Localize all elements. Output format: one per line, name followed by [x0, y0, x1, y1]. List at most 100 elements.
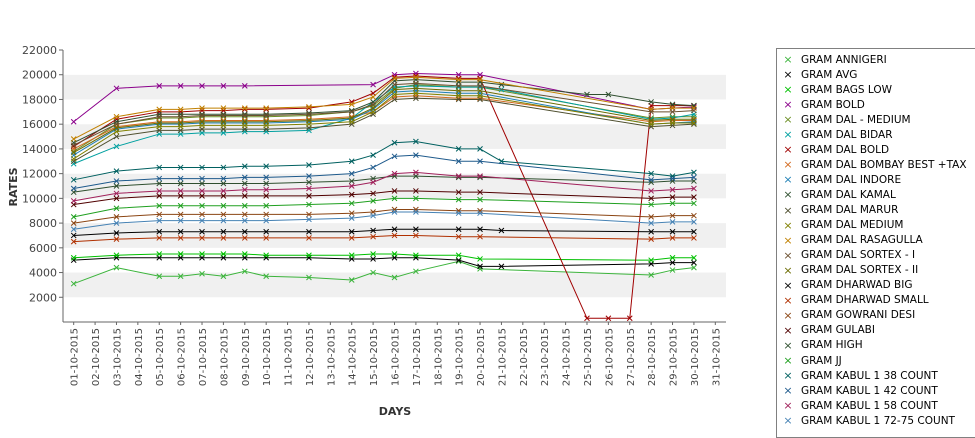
y-tick-label: 18000	[22, 93, 57, 106]
data-point	[241, 217, 248, 224]
data-point	[391, 139, 398, 146]
data-point	[241, 118, 248, 125]
x-tick-label: 16-10-2015	[391, 328, 402, 386]
data-point	[348, 178, 355, 184]
data-point	[199, 217, 205, 224]
data-point	[391, 209, 398, 215]
x-tick-label: 04-10-2015	[134, 328, 145, 386]
legend-item: × GRAM DAL MEDIUM	[777, 218, 903, 233]
legend-item: × GRAM BOLD	[777, 97, 864, 112]
legend-item: × GRAM DAL KAMAL	[777, 187, 895, 202]
x-tick-label: 22-10-2015	[519, 328, 530, 386]
data-point	[199, 251, 205, 257]
data-point	[648, 123, 654, 130]
legend-item: × GRAM DAL - MEDIUM	[777, 112, 910, 127]
data-point	[455, 173, 462, 179]
data-point	[348, 235, 355, 241]
data-point	[413, 206, 419, 213]
data-point	[156, 188, 163, 194]
x-tick-label: 05-10-2015	[155, 328, 166, 386]
x-tick-label: 25-10-2015	[583, 328, 594, 386]
data-point	[348, 200, 355, 207]
data-point	[220, 164, 227, 171]
data-point	[691, 116, 697, 123]
data-point	[477, 189, 483, 196]
data-point	[648, 176, 654, 183]
data-point	[220, 273, 227, 280]
data-point	[455, 146, 462, 152]
data-point	[306, 228, 312, 235]
grid-band	[63, 148, 726, 174]
data-point	[113, 125, 120, 131]
data-point	[199, 118, 205, 125]
x-tick-label: 24-10-2015	[562, 328, 573, 386]
data-point	[220, 83, 227, 89]
x-tick-label: 03-10-2015	[112, 328, 123, 386]
series-line	[73, 87, 694, 154]
legend-item: × GRAM JJ	[777, 353, 841, 368]
data-point	[177, 235, 184, 241]
data-point	[370, 94, 376, 100]
data-point	[669, 267, 676, 273]
data-point	[669, 116, 676, 123]
data-point	[669, 175, 676, 182]
data-point	[156, 202, 163, 209]
data-point	[648, 99, 654, 105]
data-point	[263, 112, 270, 119]
x-tick-label: 06-10-2015	[177, 328, 188, 386]
data-point	[691, 212, 697, 219]
data-point	[199, 175, 205, 182]
data-point	[113, 236, 120, 243]
legend-label: GRAM BAGS LOW	[801, 83, 893, 96]
data-point	[498, 227, 505, 234]
data-point	[241, 112, 248, 119]
data-point	[648, 201, 654, 208]
data-point	[455, 257, 462, 264]
data-point	[348, 158, 355, 165]
legend-label: GRAM AVG	[801, 68, 858, 81]
legend-item: × GRAM KABUL 1 58 COUNT	[777, 398, 937, 413]
data-point	[177, 202, 184, 209]
data-point	[306, 127, 312, 134]
legend-marker-icon: ×	[783, 203, 793, 217]
data-point	[691, 200, 697, 207]
data-point	[199, 112, 205, 119]
data-point	[669, 219, 676, 225]
data-point	[413, 195, 419, 202]
data-point	[455, 87, 462, 94]
data-point	[70, 226, 77, 233]
data-point	[113, 118, 120, 125]
data-point	[241, 202, 248, 209]
data-point	[669, 122, 676, 129]
legend-marker-icon: ×	[783, 278, 793, 292]
legend-item: × GRAM DHARWAD BIG	[777, 278, 912, 293]
data-point	[199, 211, 205, 218]
data-point	[177, 188, 184, 194]
data-point	[156, 120, 163, 126]
data-point	[306, 274, 312, 281]
data-point	[113, 113, 120, 120]
data-point	[263, 254, 270, 261]
y-axis-label: RATES	[7, 167, 20, 206]
series-15	[70, 226, 697, 239]
x-tick-label: 29-10-2015	[669, 328, 680, 386]
legend-label: GRAM DHARWAD BIG	[801, 279, 913, 292]
data-point	[691, 254, 697, 261]
data-point	[391, 170, 398, 177]
data-point	[477, 87, 483, 94]
data-point	[455, 189, 462, 196]
x-tick-label: 23-10-2015	[540, 328, 551, 386]
data-point	[70, 257, 77, 264]
legend-marker-icon: ×	[783, 384, 793, 398]
x-tick-label: 08-10-2015	[219, 328, 230, 386]
data-point	[413, 90, 419, 97]
legend-label: GRAM DAL BOLD	[801, 143, 890, 156]
x-tick-label: 19-10-2015	[455, 328, 466, 386]
x-tick-label: 13-10-2015	[326, 328, 337, 386]
data-point	[177, 108, 184, 115]
data-point	[391, 96, 398, 103]
series-line	[73, 84, 694, 152]
data-point	[669, 259, 676, 266]
data-point	[669, 178, 676, 184]
data-point	[220, 228, 227, 235]
